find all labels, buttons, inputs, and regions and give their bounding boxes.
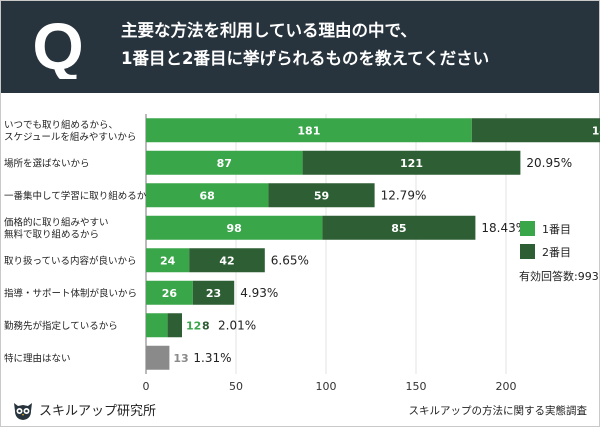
x-tick-label: 0 xyxy=(143,380,150,393)
question-title-line2: 1番目と2番目に挙げられるものを教えてください xyxy=(121,49,490,68)
owl-logo-icon xyxy=(14,403,32,420)
category-label: 無料で取り組めるから xyxy=(4,228,99,240)
value-label-first: 68 xyxy=(200,189,215,202)
question-title: 主要な方法を利用している理由の中で、 1番目と2番目に挙げられるものを教えてくだ… xyxy=(121,17,489,73)
bar-first xyxy=(146,345,170,370)
value-label-first: 181 xyxy=(297,124,320,137)
source-text: スキルアップの方法に関する実態調査 xyxy=(408,405,588,417)
value-label-first: 98 xyxy=(227,222,242,235)
bar-first xyxy=(146,183,269,208)
x-tick-label: 200 xyxy=(496,380,517,393)
category-label: 場所を選ばないから xyxy=(4,157,90,169)
bar-second xyxy=(322,215,476,240)
percent-label: 2.01% xyxy=(218,318,256,332)
percent-label: 1.31% xyxy=(193,351,231,365)
percent-label: 4.93% xyxy=(240,286,278,300)
value-label-first: 12 xyxy=(186,319,201,332)
value-label-second: 146 xyxy=(592,124,600,137)
value-label-first: 26 xyxy=(162,287,178,300)
category-label: 特に理由はない xyxy=(4,352,71,364)
value-label-first: 13 xyxy=(173,352,188,365)
percent-label: 12.79% xyxy=(381,188,427,202)
bar-first xyxy=(146,313,168,338)
value-label-second: 85 xyxy=(391,222,406,235)
q-badge-background xyxy=(19,13,97,79)
legend-label: 1番目 xyxy=(542,223,571,236)
value-label-second: 8 xyxy=(202,319,210,332)
value-label-second: 59 xyxy=(314,189,329,202)
category-label: いつでも取り組めるから、 xyxy=(4,119,118,131)
bar-second xyxy=(302,150,521,175)
x-tick-label: 50 xyxy=(229,380,243,393)
question-title-line1: 主要な方法を利用している理由の中で、 xyxy=(121,21,417,40)
bar-second xyxy=(192,280,235,305)
category-label: 勤務先が指定しているから xyxy=(4,320,118,332)
logo-text: スキルアップ研究所 xyxy=(39,404,157,419)
legend-label: 2番目 xyxy=(542,246,571,259)
bar-second xyxy=(189,248,265,273)
percent-label: 18.43% xyxy=(481,221,527,235)
bar-second xyxy=(268,183,375,208)
legend-swatch xyxy=(520,221,535,236)
bar-first xyxy=(146,248,190,273)
category-label: 指導・サポート体制が良いから xyxy=(4,287,137,299)
q-badge-letter: Q xyxy=(32,13,83,79)
bar-second xyxy=(471,118,600,143)
value-label-second: 42 xyxy=(219,254,234,267)
category-label: 取り扱っている内容が良いから xyxy=(4,255,137,267)
question-header: Q 主要な方法を利用している理由の中で、 1番目と2番目に挙げられるものを教えて… xyxy=(1,1,599,93)
x-tick-label: 150 xyxy=(406,380,427,393)
bar-first xyxy=(146,215,323,240)
stacked-bar-chart: 0 50 100 150 200 いつでも取り組めるから、スケジュールを組みやすいから 18… xyxy=(4,114,600,393)
bar-first xyxy=(146,118,472,143)
bar-second xyxy=(167,313,182,338)
value-label-second: 23 xyxy=(206,287,221,300)
percent-label: 6.65% xyxy=(271,253,309,267)
value-label-first: 24 xyxy=(160,254,176,267)
category-label: 価格的に取り組みやすい xyxy=(4,216,109,228)
bar-first xyxy=(146,280,193,305)
category-label: スケジュールを組みやすいから xyxy=(4,131,136,143)
value-label-first: 87 xyxy=(217,157,232,170)
value-label-second: 121 xyxy=(400,157,423,170)
percent-label: 20.95% xyxy=(526,156,572,170)
response-count-note: 有効回答数:993 xyxy=(519,269,599,283)
bar-first xyxy=(146,150,303,175)
category-label: 一番集中して学習に取り組めるから xyxy=(4,190,156,202)
q-badge: Q xyxy=(19,13,97,79)
x-tick-label: 100 xyxy=(316,380,337,393)
legend-swatch xyxy=(520,244,535,259)
footer: スキルアップ研究所 スキルアップの方法に関する実態調査 xyxy=(1,395,599,426)
